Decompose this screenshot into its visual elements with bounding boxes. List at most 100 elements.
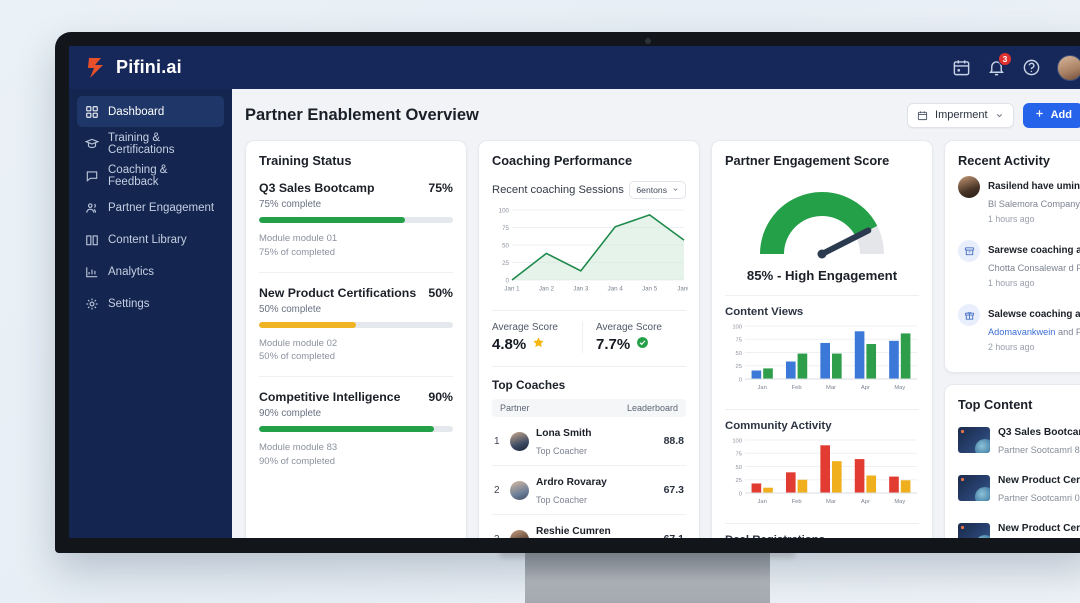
coach-rank: 2 — [494, 484, 500, 496]
coach-row[interactable]: 2 Ardro Rovaray Top Coacher 67.3 — [492, 466, 686, 515]
sidebar-item-analytics[interactable]: Analytics — [77, 256, 224, 287]
svg-text:Jan 1: Jan 1 — [504, 286, 520, 293]
monitor-frame: Pifini.ai 3 Dashbo — [55, 32, 1080, 553]
sidebar-item-label: Settings — [108, 297, 150, 310]
top-content-item[interactable]: Q3 Sales Bootcamp Partner Sootcamrl 83 Co… — [958, 416, 1080, 464]
card-title: Partner Engagement Score — [725, 153, 890, 168]
content-thumbnail — [958, 523, 990, 538]
chart-title: Content Views — [725, 306, 804, 318]
svg-text:0: 0 — [739, 377, 742, 383]
gauge-chart — [760, 192, 884, 259]
top-content-item[interactable]: New Product Certificatio Partner Sootcamr… — [958, 464, 1080, 512]
sidebar-item-label: Coaching & Feedback — [108, 163, 168, 188]
svg-text:100: 100 — [732, 438, 742, 444]
content-sub: Partner Sootcamrl 83 Compl — [998, 445, 1080, 455]
sidebar-item-content-library[interactable]: Content Library — [77, 224, 224, 255]
sessions-range-select[interactable]: 6entons — [629, 181, 686, 199]
activity-sub: Bl Salemora Company — [988, 199, 1080, 209]
page-title: Partner Enablement Overview — [245, 105, 479, 124]
avatar[interactable] — [1057, 54, 1080, 81]
svg-text:Jan: Jan — [758, 499, 767, 505]
deal-registrations-block: Deal Registrations 051015JanFebMarAprMay — [725, 523, 919, 538]
add-button-label: Add — [1050, 109, 1072, 121]
average-score-1: Average Score 4.8% — [492, 322, 582, 353]
coach-row[interactable]: 1 Lona Smith Top Coacher 88.8 — [492, 417, 686, 466]
activity-item[interactable]: Rasilend have uminecon fne Bl Salemora C… — [958, 168, 1080, 232]
screen: Pifini.ai 3 Dashbo — [69, 46, 1080, 538]
activity-sub-rest: and Partner — [1057, 327, 1080, 337]
svg-text:75: 75 — [502, 225, 509, 232]
book-open-icon — [85, 233, 99, 247]
sidebar-item-label: Content Library — [108, 233, 187, 246]
training-percent: 90% — [428, 390, 453, 405]
training-percent: 75% — [428, 181, 453, 195]
training-item[interactable]: New Product Certifications 50% 50% compl… — [259, 271, 453, 365]
svg-text:0: 0 — [506, 278, 510, 285]
page-header: Partner Enablement Overview Imperment Ad… — [245, 99, 1080, 131]
score-label: Average Score — [492, 322, 558, 333]
top-content-item[interactable]: New Product CertificatioPartner Sootcamr… — [958, 512, 1080, 538]
sidebar-item-coaching-feedback[interactable]: Coaching & Feedback — [77, 160, 224, 191]
svg-text:50: 50 — [736, 465, 742, 471]
period-select[interactable]: Imperment — [907, 102, 1014, 128]
dashboard-columns: Training Status Q3 Sales Bootcamp 75% 75… — [245, 140, 1080, 538]
training-module-sub: 50% of completed — [259, 351, 336, 363]
help-circle-icon[interactable] — [1022, 58, 1041, 77]
coach-score: 67.3 — [663, 484, 684, 496]
sidebar-item-training-certifications[interactable]: Training & Certifications — [77, 128, 224, 159]
sessions-label: Recent coaching Sessions — [492, 184, 624, 196]
content-title: Q3 Sales Bootcamp — [998, 427, 1080, 438]
activity-item[interactable]: Salewse coaching a ennote Adomavankwein … — [958, 296, 1080, 360]
content-thumbnail — [958, 475, 990, 501]
area-line-chart: 0 25 50 75 100 Jan 1 Jan 2 Jan 3 Jan 4 Jan 5 Jan6 — [499, 208, 692, 293]
calendar-icon — [917, 110, 928, 121]
brand-logo[interactable]: Pifini.ai — [87, 57, 182, 79]
coach-role: Top Coacher — [536, 495, 588, 505]
activity-item[interactable]: Sarewse coaching a pather Chotta Consale… — [958, 232, 1080, 296]
svg-text:50: 50 — [736, 351, 742, 357]
leaderboard-col-score: Leaderboard — [626, 403, 678, 413]
bell-icon[interactable]: 3 — [987, 52, 1012, 77]
progress-bar-fill — [259, 426, 434, 433]
progress-bar-fill — [259, 321, 356, 328]
engagement-gauge — [725, 174, 919, 266]
svg-text:50: 50 — [502, 243, 509, 250]
activity-time: 2 hours ago — [988, 342, 1035, 352]
grid-dashboard-icon — [85, 105, 99, 119]
coaching-performance-card: Coaching Performance Recent coaching Ses… — [478, 140, 700, 538]
chart-title: Deal Registrations — [725, 534, 919, 538]
check-circle-icon — [636, 336, 649, 353]
svg-text:Feb: Feb — [792, 385, 802, 391]
partner-engagement-card: Partner Engagement Score 85% - High Enga… — [711, 140, 933, 538]
score-value: 4.8% — [492, 336, 527, 353]
add-button[interactable]: Add — [1022, 102, 1080, 128]
graduation-cap-icon — [85, 137, 99, 151]
training-item[interactable]: Competitive Intelligence 90% 90% complet… — [259, 376, 453, 469]
training-name: Q3 Sales Bootcamp — [259, 181, 375, 195]
sidebar-item-label: Training & Certifications — [108, 131, 175, 156]
training-complete-label: 50% complete — [259, 303, 322, 315]
svg-text:100: 100 — [499, 208, 510, 215]
sidebar-item-partner-engagement[interactable]: Partner Engagement — [77, 192, 224, 223]
period-select-label: Imperment — [935, 109, 988, 121]
sidebar-item-label: Partner Engagement — [108, 201, 215, 214]
svg-text:75: 75 — [736, 338, 742, 344]
coach-row[interactable]: 3 Reshie CumrenTop Coacher 67.1 — [492, 515, 686, 538]
sidebar-item-dashboard[interactable]: Dashboard — [77, 96, 224, 127]
content-title: New Product Certificatio — [998, 475, 1080, 486]
gift-box-icon — [958, 304, 980, 326]
activity-time: 1 hours ago — [988, 278, 1035, 288]
progress-bar-fill — [259, 217, 405, 223]
activity-title: Sarewse coaching a pather — [988, 245, 1080, 256]
sidebar-item-settings[interactable]: Settings — [77, 288, 224, 319]
coach-score: 67.1 — [664, 533, 684, 538]
training-item[interactable]: Q3 Sales Bootcamp 75% 75% complete Modul… — [259, 168, 453, 260]
svg-text:Jan 3: Jan 3 — [573, 286, 589, 293]
calendar-icon[interactable] — [952, 58, 971, 77]
svg-text:0: 0 — [739, 491, 742, 497]
coach-name: Ardro Rovaray — [536, 477, 607, 488]
notification-badge: 3 — [998, 52, 1012, 66]
svg-text:Jan6: Jan6 — [677, 286, 688, 293]
chevron-down-icon — [995, 111, 1004, 120]
content-sub: Partner Sootcamri 01 Compl — [998, 493, 1080, 503]
